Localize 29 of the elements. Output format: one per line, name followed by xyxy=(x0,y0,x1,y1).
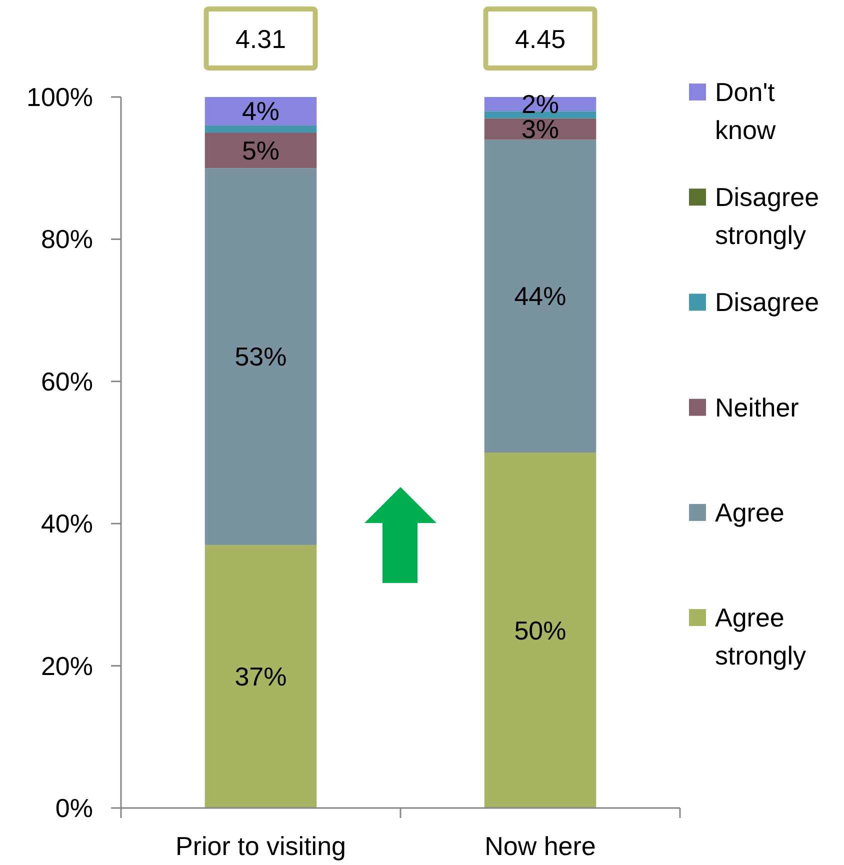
legend-label: Disagree strongly xyxy=(715,182,820,250)
legend-label: Disagree xyxy=(715,287,820,318)
data-label: 50% xyxy=(514,615,566,646)
bar xyxy=(204,132,317,168)
text: 4.45 xyxy=(514,24,566,54)
data-label: 37% xyxy=(234,661,287,692)
y-tick-label: 60% xyxy=(40,366,93,396)
y-tick-label: 80% xyxy=(40,224,93,254)
data-label: 44% xyxy=(514,281,566,312)
legend-label: Neither xyxy=(715,392,800,422)
x-tick-label: Now here xyxy=(484,831,596,861)
data-label: 4% xyxy=(242,96,280,126)
data-label: 5% xyxy=(242,135,280,166)
y-tick-label: 20% xyxy=(40,650,93,681)
bar xyxy=(484,140,596,452)
legend-label: Agree strongly xyxy=(715,602,806,671)
y-tick-label: 0% xyxy=(55,793,93,823)
bar xyxy=(204,544,317,808)
bar xyxy=(484,452,596,808)
bar xyxy=(204,97,317,126)
legend-label: Don't know xyxy=(715,77,776,145)
data-label: 53% xyxy=(234,342,287,372)
text: 4.31 xyxy=(235,24,286,54)
y-tick-label: 100% xyxy=(26,82,93,112)
bar xyxy=(204,125,317,133)
y-tick-label: 40% xyxy=(40,508,93,539)
bar xyxy=(204,168,317,545)
legend-label: Agree xyxy=(715,497,784,528)
x-tick-label: Prior to visiting xyxy=(176,831,346,861)
